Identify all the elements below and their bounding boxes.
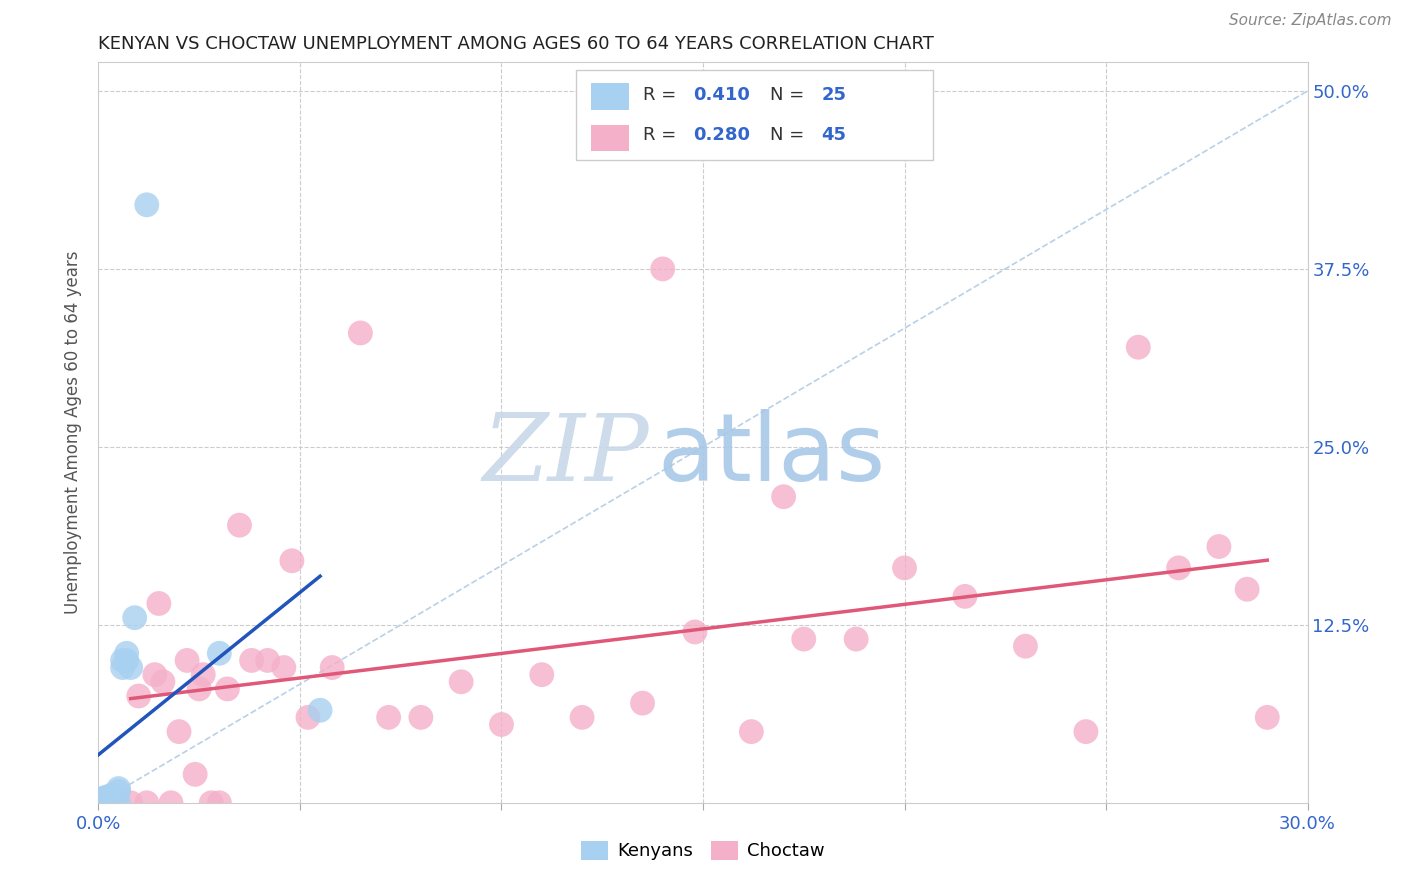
Text: ZIP: ZIP (482, 409, 648, 500)
Point (103, 789, 125, 803)
Point (651, 261, 673, 276)
Point (1208, 540, 1230, 554)
Point (96, 796, 118, 810)
Point (1256, 710, 1278, 724)
Point (148, 597, 170, 611)
Point (91, 791, 114, 805)
Point (309, 703, 332, 717)
Point (100, 789, 122, 803)
Text: atlas: atlas (657, 409, 886, 500)
Point (793, 632, 815, 646)
Point (193, 667, 215, 681)
Point (409, 710, 432, 724)
Point (240, 653, 263, 667)
Point (152, 674, 174, 689)
Point (120, 796, 142, 810)
Point (683, 624, 706, 639)
Point (1074, 724, 1097, 739)
Point (143, 667, 166, 681)
Text: R =: R = (643, 126, 682, 145)
Point (124, 610, 146, 624)
Point (491, 717, 513, 731)
Point (188, 681, 211, 696)
Bar (591, 83, 630, 110)
Point (200, 796, 222, 810)
Point (100, 793, 122, 807)
Point (176, 653, 198, 667)
Point (1167, 561, 1189, 575)
Point (96, 793, 118, 807)
Point (87, 793, 110, 807)
FancyBboxPatch shape (576, 70, 932, 161)
Point (96, 790, 118, 805)
Point (1128, 340, 1150, 354)
Text: N =: N = (769, 87, 810, 104)
Point (115, 653, 138, 667)
Point (111, 660, 134, 674)
Point (115, 646, 138, 660)
Point (107, 796, 129, 810)
Text: KENYAN VS CHOCTAW UNEMPLOYMENT AMONG AGES 60 TO 64 YEARS CORRELATION CHART: KENYAN VS CHOCTAW UNEMPLOYMENT AMONG AGE… (98, 35, 935, 53)
Point (321, 660, 343, 674)
Point (128, 689, 150, 703)
Point (631, 696, 654, 710)
Point (91, 796, 114, 810)
Point (87, 796, 110, 810)
Point (450, 674, 472, 689)
Text: N =: N = (769, 126, 810, 145)
Point (1236, 582, 1258, 597)
Text: R =: R = (643, 87, 682, 104)
Point (208, 646, 231, 660)
Bar (591, 125, 630, 152)
Point (107, 781, 129, 796)
Point (217, 681, 239, 696)
Point (281, 554, 304, 568)
Point (135, 198, 157, 212)
Point (1014, 639, 1036, 653)
Point (953, 590, 976, 604)
Legend: Kenyans, Choctaw: Kenyans, Choctaw (581, 841, 825, 861)
Point (377, 710, 399, 724)
Point (228, 518, 250, 533)
Point (349, 326, 371, 340)
Point (893, 561, 915, 575)
Text: Source: ZipAtlas.com: Source: ZipAtlas.com (1229, 13, 1392, 29)
Text: 0.280: 0.280 (693, 126, 751, 145)
Point (256, 653, 278, 667)
Point (160, 796, 183, 810)
Text: 25: 25 (821, 87, 846, 104)
Point (772, 490, 794, 504)
Point (297, 710, 319, 724)
Point (103, 796, 125, 810)
Text: 0.410: 0.410 (693, 87, 751, 104)
Point (530, 667, 553, 681)
Point (107, 784, 129, 798)
Y-axis label: Unemployment Among Ages 60 to 64 years: Unemployment Among Ages 60 to 64 years (65, 251, 83, 615)
Point (273, 660, 295, 674)
Point (100, 796, 122, 810)
Point (740, 724, 762, 739)
Point (208, 796, 231, 810)
Point (135, 796, 157, 810)
Point (184, 767, 207, 781)
Point (167, 724, 190, 739)
Point (91, 794, 114, 808)
Point (111, 653, 134, 667)
Text: 45: 45 (821, 126, 846, 145)
Point (571, 710, 593, 724)
Point (845, 632, 868, 646)
Point (120, 660, 142, 674)
